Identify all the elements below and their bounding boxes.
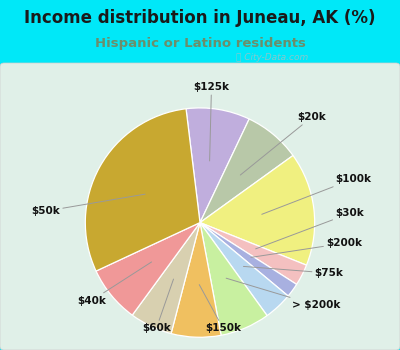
Text: $20k: $20k [240, 112, 326, 175]
Text: $75k: $75k [244, 266, 344, 278]
Wedge shape [200, 223, 267, 335]
Wedge shape [186, 108, 249, 223]
Text: ⓘ City-Data.com: ⓘ City-Data.com [236, 52, 308, 62]
FancyBboxPatch shape [0, 63, 400, 350]
Wedge shape [200, 223, 288, 316]
Wedge shape [96, 223, 200, 315]
Text: Income distribution in Juneau, AK (%): Income distribution in Juneau, AK (%) [24, 9, 376, 27]
Wedge shape [200, 155, 315, 265]
Wedge shape [171, 223, 221, 337]
Text: > $200k: > $200k [226, 278, 340, 310]
Wedge shape [200, 223, 297, 296]
Text: $40k: $40k [77, 262, 152, 306]
Wedge shape [132, 223, 200, 334]
Text: $200k: $200k [251, 238, 362, 257]
Text: Hispanic or Latino residents: Hispanic or Latino residents [94, 37, 306, 50]
Text: $60k: $60k [142, 279, 174, 333]
Wedge shape [200, 119, 293, 223]
Text: $125k: $125k [194, 82, 230, 161]
Text: $150k: $150k [199, 285, 241, 333]
Text: $50k: $50k [31, 194, 145, 216]
Wedge shape [200, 223, 306, 284]
Wedge shape [85, 109, 200, 271]
Text: $30k: $30k [256, 208, 364, 249]
Text: $100k: $100k [262, 174, 371, 214]
